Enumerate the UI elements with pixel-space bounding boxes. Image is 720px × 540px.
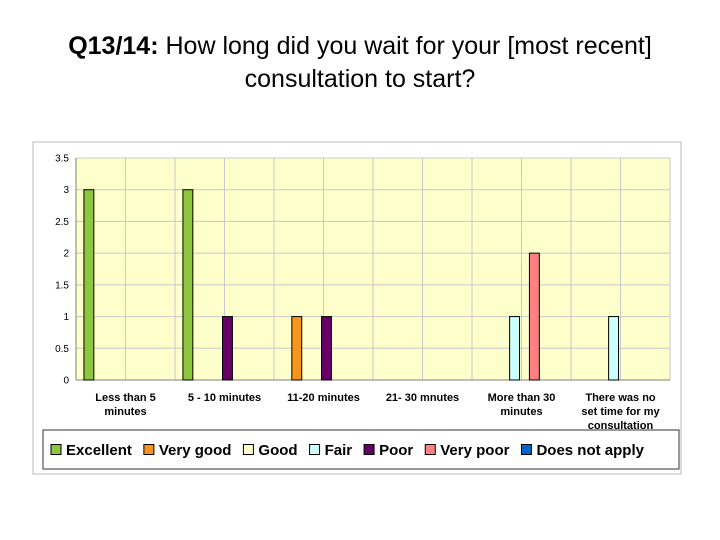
bar-excellent bbox=[83, 189, 95, 381]
question-text: How long did you wait for your [most rec… bbox=[165, 32, 652, 93]
chart-title: Q13/14: How long did you wait for your [… bbox=[40, 30, 680, 96]
legend-swatch bbox=[309, 444, 321, 455]
x-category-label-line: minutes bbox=[500, 406, 542, 418]
bar-excellent bbox=[182, 189, 194, 381]
x-category-label: 21- 30 mnutes bbox=[386, 392, 459, 404]
x-category-label: 5 - 10 minutes bbox=[188, 392, 261, 404]
legend-label: Fair bbox=[325, 442, 353, 459]
y-tick-label: 3.5 bbox=[55, 154, 69, 165]
y-tick-label: 1 bbox=[63, 312, 69, 323]
y-tick-label: 0 bbox=[63, 376, 69, 387]
question-number: Q13/14: bbox=[68, 32, 159, 60]
x-category-label-line: More than 30 bbox=[488, 392, 556, 404]
y-tick-label: 2 bbox=[63, 249, 69, 260]
y-tick-label: 3 bbox=[63, 185, 69, 196]
legend-label: Poor bbox=[379, 442, 413, 459]
x-category-label-line: There was no bbox=[585, 392, 656, 404]
legend-swatch bbox=[520, 444, 532, 455]
x-category-label-line: minutes bbox=[104, 406, 146, 418]
legend-swatch bbox=[424, 444, 436, 455]
legend-label: Does not apply bbox=[536, 442, 644, 459]
x-category-label-line: 5 - 10 minutes bbox=[188, 392, 261, 404]
y-tick-label: 1.5 bbox=[55, 280, 69, 291]
legend-swatch bbox=[242, 444, 254, 455]
legend-swatch bbox=[50, 444, 62, 455]
x-category-label: Less than 5 minutes bbox=[95, 392, 156, 418]
legend-swatch bbox=[363, 444, 375, 455]
x-category-label: More than 30 minutes bbox=[488, 392, 556, 418]
legend-label: Good bbox=[258, 442, 297, 459]
bar-very-good bbox=[291, 316, 303, 381]
y-tick-label: 0.5 bbox=[55, 344, 69, 355]
bar-very-poor bbox=[528, 252, 540, 381]
legend-swatch bbox=[143, 444, 155, 455]
bar-fair bbox=[608, 316, 620, 381]
bar-poor bbox=[222, 316, 233, 381]
legend-label: Excellent bbox=[66, 442, 132, 459]
x-category-label: There was no set time for my consultation bbox=[581, 392, 660, 432]
bar-poor bbox=[321, 316, 332, 381]
x-category-label-line: 11-20 minutes bbox=[287, 392, 360, 404]
legend-label: Very poor bbox=[440, 442, 509, 459]
x-category-label: 11-20 minutes bbox=[287, 392, 360, 404]
bar-fair bbox=[509, 316, 521, 381]
x-category-label-line: set time for my bbox=[581, 406, 660, 418]
x-category-label-line: consultation bbox=[588, 420, 654, 432]
x-category-label-line: Less than 5 bbox=[95, 392, 156, 404]
legend-label: Very good bbox=[159, 442, 232, 459]
x-category-label-line: 21- 30 mnutes bbox=[386, 392, 459, 404]
y-tick-label: 2.5 bbox=[55, 217, 69, 228]
